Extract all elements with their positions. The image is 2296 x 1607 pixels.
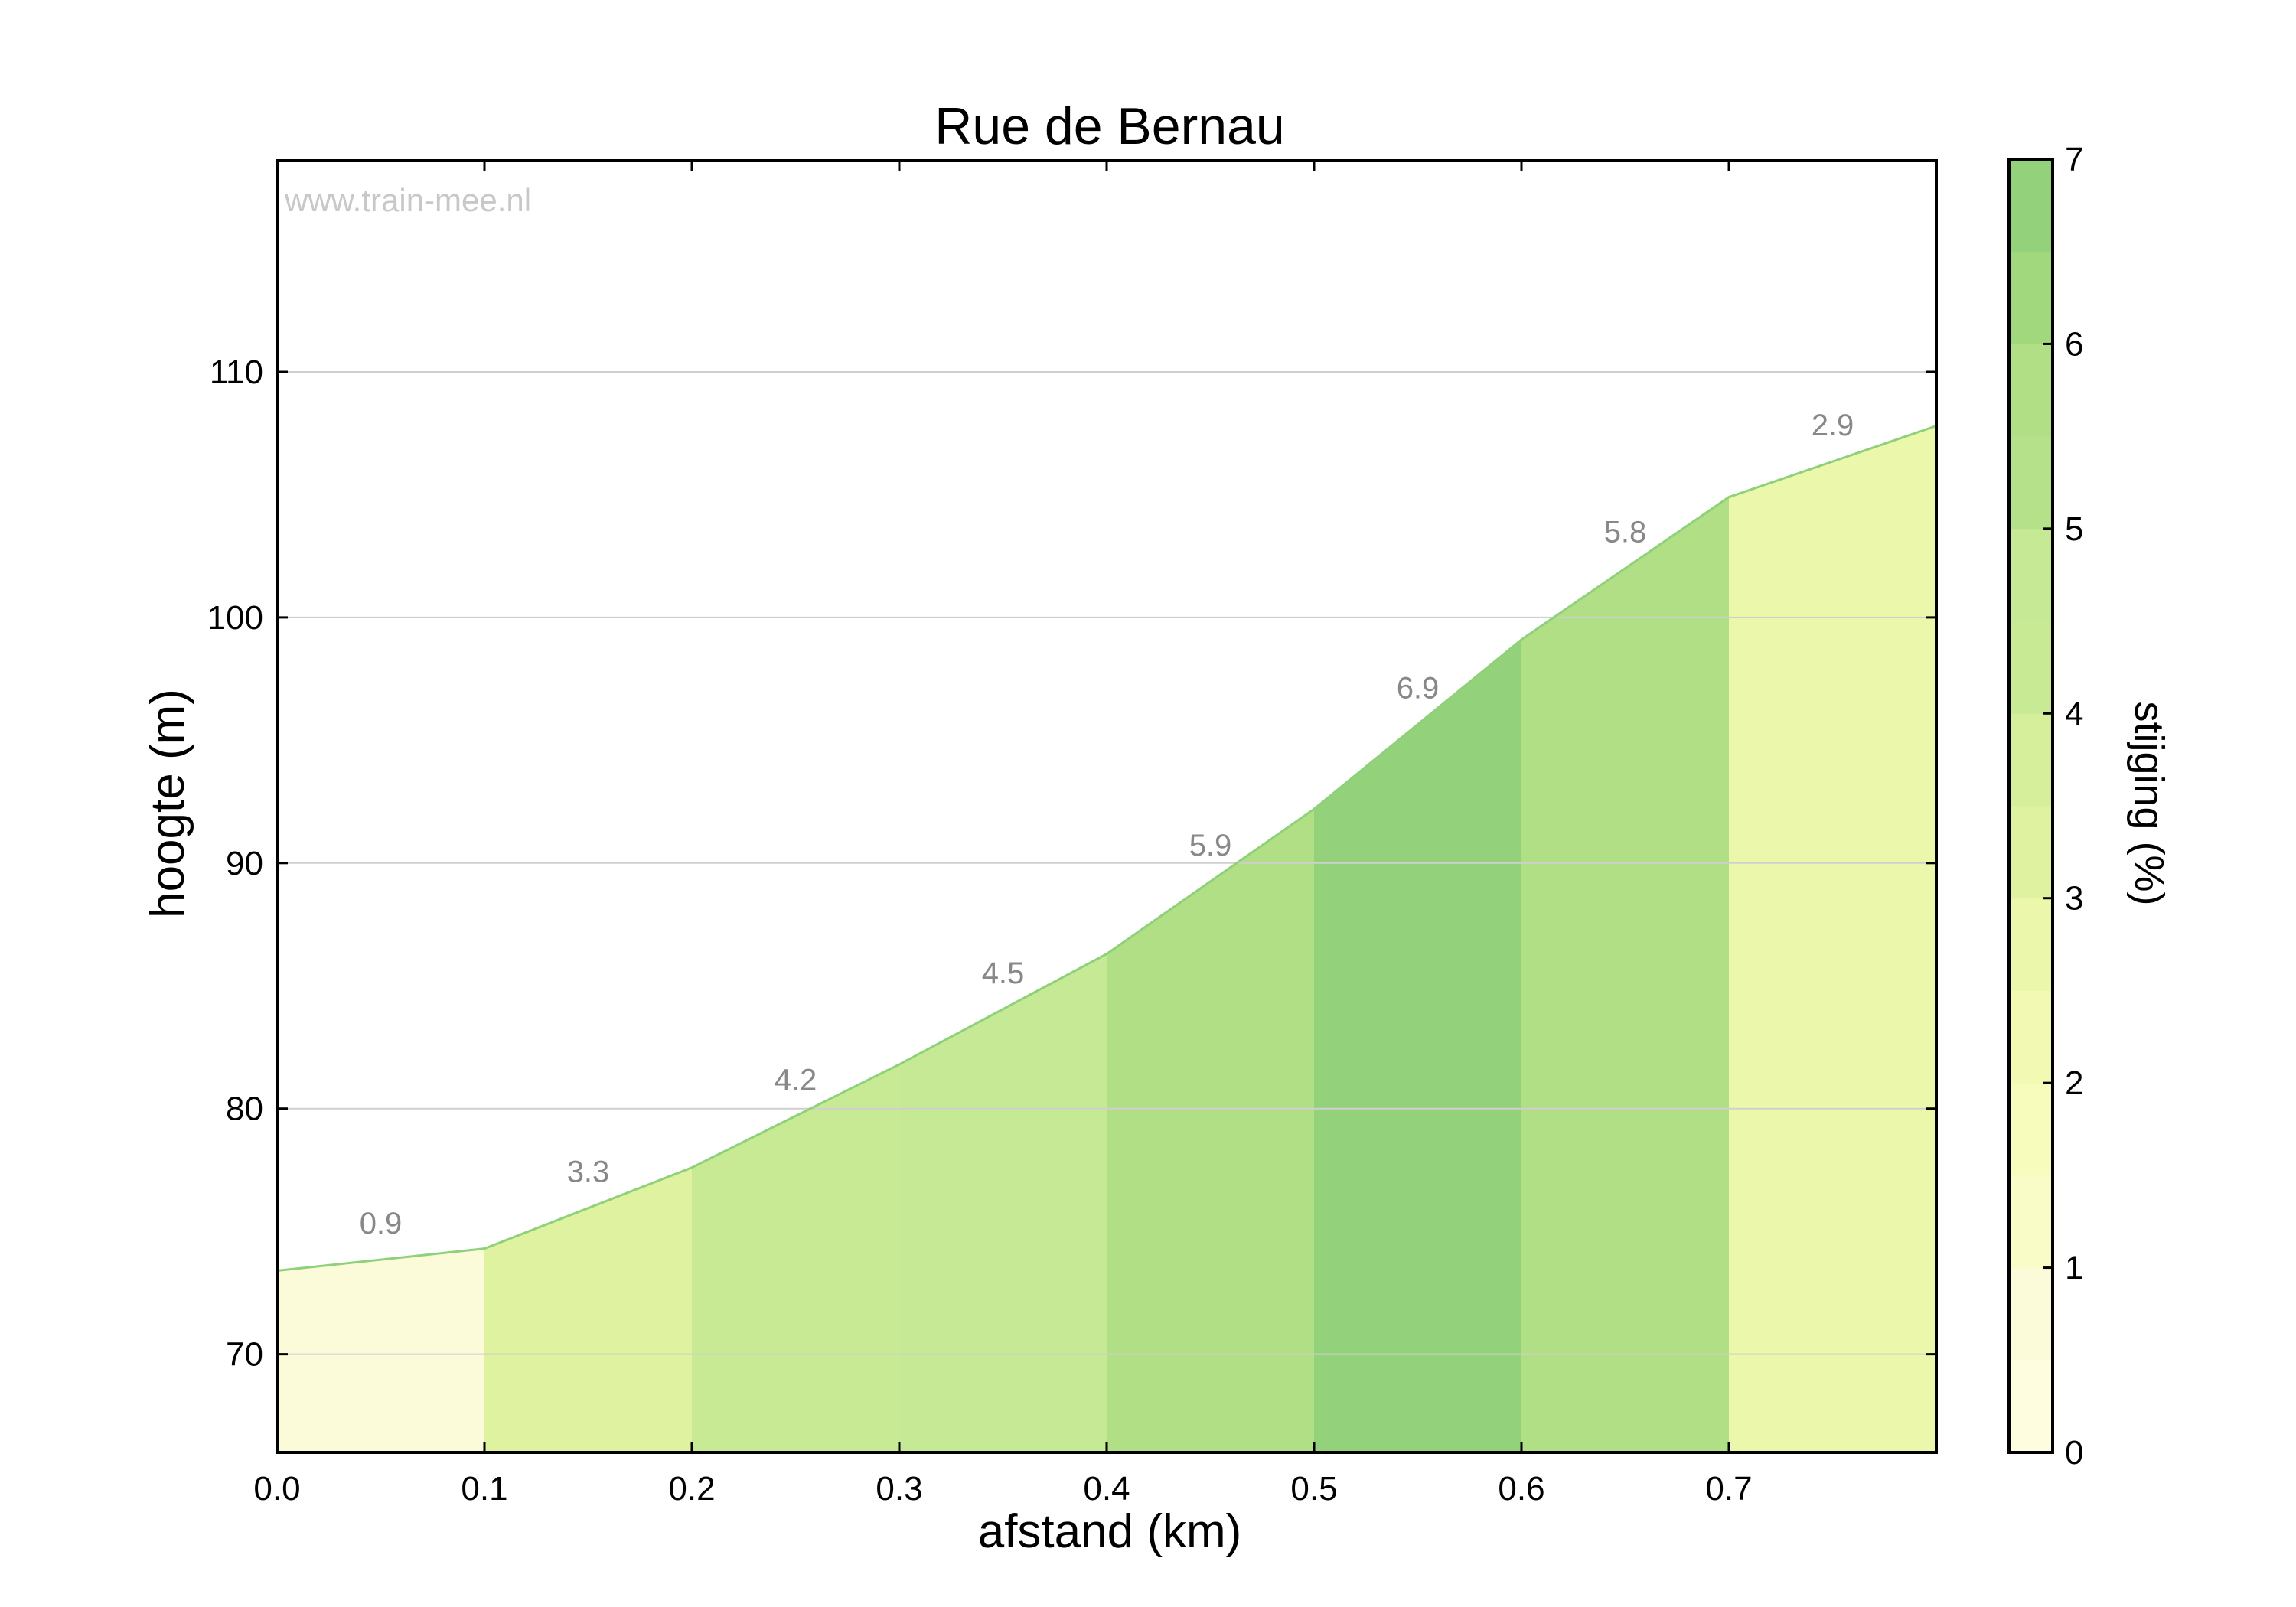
colorbar-tick-label-1: 1 — [2065, 1250, 2083, 1287]
segment-fill-4 — [1107, 809, 1314, 1452]
colorbar-bin-10 — [2009, 436, 2053, 530]
segment-fill-3 — [899, 953, 1107, 1452]
watermark-text: www.train-mee.nl — [284, 182, 531, 218]
colorbar-tick-label-7: 7 — [2065, 141, 2083, 178]
grade-label-6: 5.8 — [1604, 516, 1647, 549]
colorbar-bin-11 — [2009, 344, 2053, 437]
x-tick-label-6: 0.6 — [1498, 1470, 1544, 1508]
plot-fills — [277, 425, 1936, 1453]
colorbar-bin-8 — [2009, 621, 2053, 714]
colorbar-tick-label-3: 3 — [2065, 880, 2083, 918]
segment-fill-0 — [277, 1248, 484, 1452]
colorbar-bin-4 — [2009, 990, 2053, 1084]
segment-fill-6 — [1521, 497, 1729, 1453]
x-tick-label-0: 0.0 — [253, 1470, 300, 1508]
x-tick-label-1: 0.1 — [461, 1470, 507, 1508]
segment-fill-5 — [1314, 639, 1521, 1452]
y-tick-label-4: 110 — [210, 354, 263, 391]
x-tick-label-3: 0.3 — [876, 1470, 922, 1508]
chart-title: Rue de Bernau — [934, 97, 1284, 155]
grade-label-3: 4.5 — [982, 957, 1025, 990]
profile-line — [276, 425, 1937, 1273]
colorbar-tick-label-2: 2 — [2065, 1064, 2083, 1102]
colorbar-bin-7 — [2009, 713, 2053, 807]
x-axis-label: afstand (km) — [978, 1505, 1242, 1558]
x-axis: 0.0 0.1 0.2 0.3 0.4 0.5 0.6 0.7 — [253, 161, 1753, 1508]
colorbar-label: stijging (%) — [2126, 701, 2172, 905]
colorbar-bin-3 — [2009, 1083, 2053, 1176]
y-axis-label: hoogte (m) — [142, 689, 194, 918]
colorbar-bin-13 — [2009, 159, 2053, 253]
colorbar-bin-1 — [2009, 1267, 2053, 1361]
colorbar: 0 1 2 3 4 5 6 7 — [2007, 141, 2083, 1472]
x-tick-label-2: 0.2 — [668, 1470, 715, 1508]
segment-fill-2 — [692, 1064, 899, 1452]
colorbar-bin-2 — [2009, 1175, 2053, 1269]
grade-label-1: 3.3 — [567, 1156, 610, 1189]
y-tick-label-3: 100 — [207, 599, 263, 637]
segment-fill-7 — [1729, 425, 1936, 1452]
colorbar-bin-9 — [2009, 528, 2053, 622]
grade-label-7: 2.9 — [1812, 409, 1854, 442]
colorbar-tick-label-6: 6 — [2065, 325, 2083, 363]
y-tick-label-1: 80 — [226, 1090, 263, 1128]
y-axis: 70 80 90 100 110 — [207, 354, 1936, 1374]
colorbar-tick-label-0: 0 — [2065, 1434, 2083, 1472]
segment-fill-1 — [484, 1167, 692, 1452]
x-tick-label-5: 0.5 — [1290, 1470, 1337, 1508]
grade-label-0: 0.9 — [360, 1207, 403, 1240]
grade-label-4: 5.9 — [1189, 829, 1232, 862]
colorbar-bin-5 — [2009, 898, 2053, 991]
colorbar-tick-label-5: 5 — [2065, 510, 2083, 548]
y-tick-label-2: 90 — [226, 845, 263, 882]
colorbar-frame — [2007, 158, 2054, 1454]
grade-labels: 0.9 3.3 4.2 4.5 5.9 6.9 5.8 2.9 — [360, 409, 1854, 1240]
profile-outline — [276, 425, 1937, 1273]
colorbar-tick-label-4: 4 — [2065, 695, 2083, 732]
grade-label-2: 4.2 — [775, 1063, 817, 1097]
y-tick-label-0: 70 — [226, 1336, 263, 1374]
x-tick-label-4: 0.4 — [1083, 1470, 1130, 1508]
x-tick-label-7: 0.7 — [1705, 1470, 1752, 1508]
colorbar-bin-0 — [2009, 1360, 2053, 1453]
grade-label-5: 6.9 — [1397, 671, 1440, 705]
colorbar-bin-6 — [2009, 806, 2053, 899]
colorbar-bin-12 — [2009, 251, 2053, 344]
gridlines — [277, 370, 1936, 1355]
